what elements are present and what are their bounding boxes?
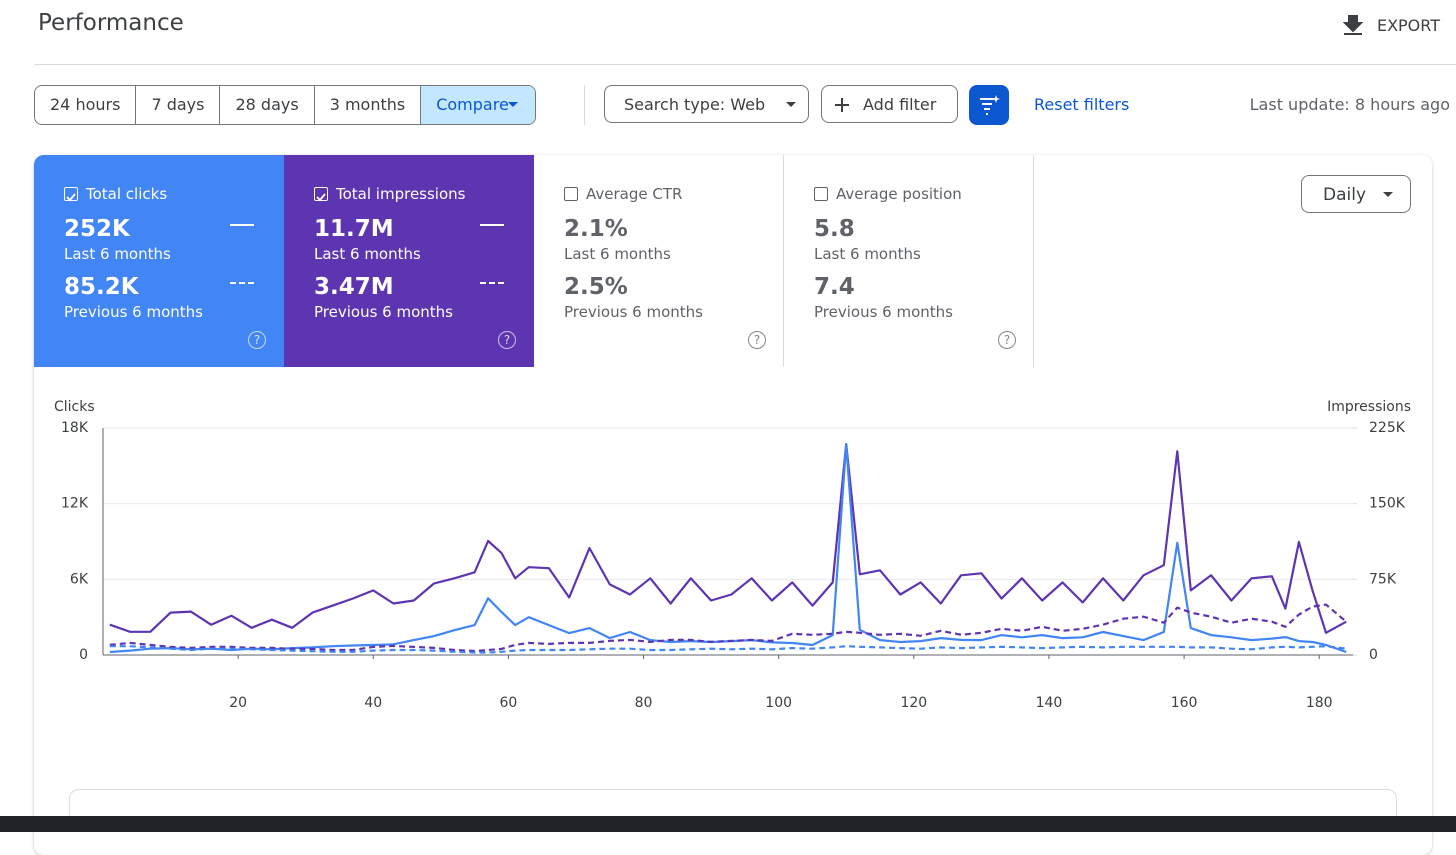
x-tick-label: 160 (1171, 695, 1198, 711)
chart: Clicks Impressions 0 6K 12K 18K 0 75K 150K 225K 20… (54, 399, 1411, 711)
previous-value: 2.5% (564, 274, 628, 300)
current-period: Last 6 months (564, 245, 671, 263)
help-icon[interactable]: ? (748, 331, 766, 349)
current-line (109, 443, 1347, 634)
previous-line (109, 645, 1347, 654)
range-button[interactable]: 28 days (220, 86, 315, 124)
y2-tick-label: 150K (1369, 496, 1406, 512)
y2-tick-label: 225K (1369, 420, 1406, 436)
y2-axis-title: Impressions (1327, 399, 1411, 415)
metric-card[interactable]: Average position 5.8 Last 6 months 7.4 Previ… (784, 155, 1034, 367)
search-type-button[interactable]: Search type: Web (604, 85, 809, 123)
range-button[interactable]: 24 hours (35, 86, 137, 124)
help-glyph: ? (1003, 333, 1011, 347)
checkbox (64, 187, 78, 202)
range-button[interactable]: 7 days (136, 86, 221, 124)
y-tick-label: 6K (70, 571, 89, 587)
check-icon (316, 193, 326, 202)
current-value: 2.1% (564, 216, 628, 242)
separator (584, 85, 585, 125)
previous-value: 85.2K (64, 274, 139, 300)
checkbox (564, 187, 578, 201)
help-glyph: ? (503, 333, 511, 347)
card-label: Total impressions (336, 185, 466, 203)
export-label: EXPORT (1376, 15, 1440, 35)
range-selector: 24 hours 7 days 28 days 3 months Compare (34, 85, 536, 125)
reset-filters-link[interactable]: Reset filters (1034, 95, 1130, 114)
help-glyph: ? (253, 333, 261, 347)
range-button[interactable]: 3 months (315, 86, 422, 124)
dropdown-icon (1383, 192, 1393, 197)
performance-panel: Total clicks 252K Last 6 months 85.2K Previo… (34, 155, 1432, 855)
dashed-line-legend (480, 282, 504, 284)
range-button[interactable]: Compare (421, 86, 535, 124)
page: Performance EXPORT 24 hours 7 days 28 days… (0, 10, 1456, 832)
filter-button[interactable] (969, 85, 1009, 125)
dashed-line-legend (230, 282, 254, 284)
card-label: Average CTR (586, 185, 683, 203)
metric-card[interactable]: Total impressions 11.7M Last 6 months 3.47M… (284, 155, 534, 367)
filter-icon (980, 95, 1000, 115)
granularity-label: Daily (1323, 185, 1367, 205)
current-period: Last 6 months (64, 245, 171, 263)
current-value: 5.8 (814, 216, 855, 242)
current-value: 11.7M (314, 216, 394, 242)
export-button[interactable]: EXPORT (1342, 14, 1440, 36)
y-tick-label: 0 (79, 647, 88, 663)
previous-period: Previous 6 months (814, 303, 953, 321)
metric-card[interactable]: Average CTR 2.1% Last 6 months 2.5% Previous… (534, 155, 784, 367)
check-icon (66, 193, 76, 202)
y2-tick-label: 0 (1369, 647, 1378, 663)
x-tick-label: 20 (229, 695, 247, 711)
previous-period: Previous 6 months (314, 303, 453, 321)
granularity-button[interactable]: Daily (1301, 175, 1411, 213)
current-line (109, 443, 1347, 654)
x-tick-label: 120 (900, 695, 927, 711)
search-type-label: Search type: Web (624, 95, 766, 114)
arrow (507, 102, 518, 107)
solid-line-legend (480, 224, 504, 226)
x-tick-label: 80 (635, 695, 653, 711)
current-value: 252K (64, 216, 130, 242)
add-filter-label: Add filter (863, 95, 937, 114)
x-tick-label: 180 (1306, 695, 1333, 711)
x-tick-label: 100 (765, 695, 792, 711)
previous-value: 3.47M (314, 274, 394, 300)
dropdown-icon (786, 102, 796, 107)
help-icon[interactable]: ? (998, 331, 1016, 349)
x-tick-label: 40 (364, 695, 382, 711)
add-filter-button[interactable]: Add filter (821, 85, 958, 123)
card-label: Average position (836, 185, 962, 203)
divider (34, 64, 1456, 65)
previous-period: Previous 6 months (64, 303, 203, 321)
previous-value: 7.4 (814, 274, 855, 300)
metric-card[interactable]: Total clicks 252K Last 6 months 85.2K Previo… (34, 155, 284, 367)
help-icon[interactable]: ? (248, 331, 266, 349)
x-tick-label: 60 (499, 695, 517, 711)
y-tick-label: 18K (61, 420, 89, 436)
previous-period: Previous 6 months (564, 303, 703, 321)
checkbox (814, 187, 828, 201)
current-period: Last 6 months (814, 245, 921, 263)
current-period: Last 6 months (314, 245, 421, 263)
download-icon (1342, 15, 1363, 35)
solid-line-legend (230, 224, 254, 226)
taskbar (0, 816, 1456, 832)
help-glyph: ? (753, 333, 761, 347)
last-update: Last update: 8 hours ago (1249, 95, 1450, 114)
y-axis-title: Clicks (54, 399, 95, 415)
card-label: Total clicks (86, 185, 168, 203)
page-title: Performance (38, 10, 184, 36)
x-tick-label: 140 (1036, 695, 1063, 711)
y2-tick-label: 75K (1369, 571, 1397, 587)
help-icon[interactable]: ? (498, 331, 516, 349)
y-tick-label: 12K (61, 496, 89, 512)
checkbox (314, 187, 328, 202)
plus-icon (835, 98, 849, 112)
previous-line (109, 603, 1347, 653)
dropdown-icon (507, 102, 518, 107)
